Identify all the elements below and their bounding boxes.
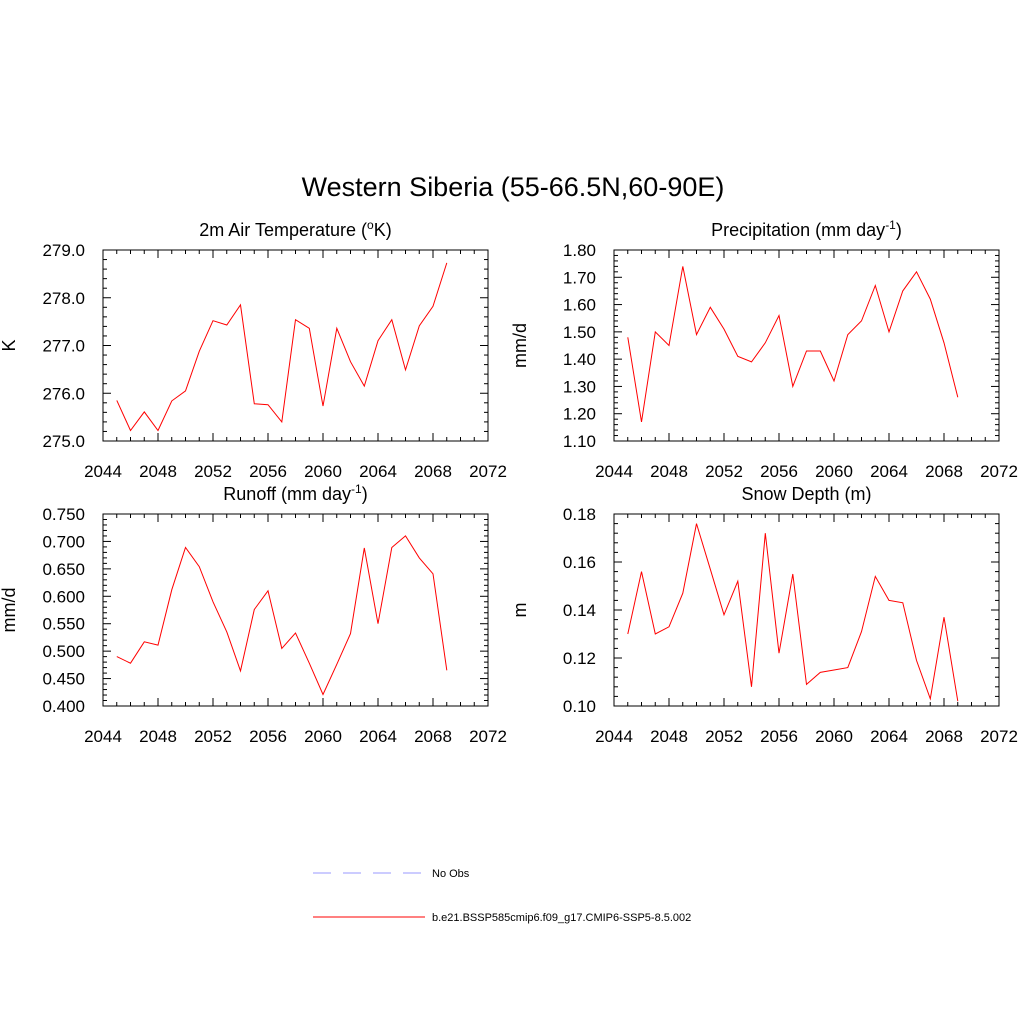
- x-tick-label: 2060: [304, 727, 342, 746]
- y-tick-label: 0.400: [42, 697, 85, 716]
- y-tick-label: 1.50: [563, 323, 596, 342]
- series-line-1: [627, 266, 959, 422]
- x-tick-label: 2068: [925, 462, 963, 481]
- x-tick-label: 2068: [414, 462, 452, 481]
- panel-4: Snow Depth (m) m 2044 2048 2052 2056 2060 2064 2…: [510, 484, 1018, 746]
- x-tick-label: 2044: [595, 727, 633, 746]
- x-tick-label: 2052: [705, 462, 743, 481]
- y-tick-label: 0.700: [42, 532, 85, 551]
- x-tick-label: 2052: [705, 727, 743, 746]
- y-tick-label: 0.14: [563, 601, 596, 620]
- panel-title-end: K): [374, 220, 392, 240]
- y-axis-label: mm/d: [510, 323, 530, 368]
- x-tick-label: 2056: [249, 727, 287, 746]
- y-tick-label: 0.750: [42, 505, 85, 524]
- x-tick-label: 2052: [194, 462, 232, 481]
- panel-title: 2m Air Temperature (oK): [199, 218, 391, 240]
- y-axis-label: K: [0, 339, 19, 351]
- legend-label: No Obs: [432, 868, 470, 880]
- y-tick-label: 277.0: [42, 337, 85, 356]
- series-line-1: [627, 523, 959, 702]
- y-tick-label: 275.0: [42, 432, 85, 451]
- figure-title: Western Siberia (55-66.5N,60-90E): [302, 172, 725, 202]
- panel-title-end: ): [362, 484, 368, 504]
- y-axis-label: m: [510, 603, 530, 618]
- panel-title: Precipitation (mm day-1): [711, 218, 902, 240]
- plot-frame: [613, 513, 1000, 707]
- y-tick-label: 0.10: [563, 697, 596, 716]
- y-tick-label: 0.16: [563, 553, 596, 572]
- panel-title-main: Snow Depth (m): [741, 484, 871, 504]
- panel-title-superscript: o: [367, 218, 374, 232]
- plot-frame: [102, 513, 489, 707]
- y-tick-label: 0.450: [42, 670, 85, 689]
- y-tick-label: 1.30: [563, 377, 596, 396]
- y-tick-label: 276.0: [42, 384, 85, 403]
- panel-title-main: Runoff (mm day: [223, 484, 351, 504]
- x-tick-label: 2068: [925, 727, 963, 746]
- x-tick-label: 2072: [469, 727, 507, 746]
- y-tick-label: 0.650: [42, 560, 85, 579]
- legend-entry-2: b.e21.BSSP585cmip6.f09_g17.CMIP6-SSP5-8.…: [313, 912, 691, 924]
- y-axis-label: mm/d: [0, 588, 19, 633]
- x-tick-label: 2044: [84, 727, 122, 746]
- y-tick-label: 1.40: [563, 350, 596, 369]
- x-tick-label: 2072: [980, 462, 1018, 481]
- panel-title-end: ): [896, 220, 902, 240]
- x-tick-label: 2064: [359, 462, 397, 481]
- x-tick-label: 2060: [304, 462, 342, 481]
- x-tick-label: 2060: [815, 462, 853, 481]
- x-tick-label: 2048: [139, 727, 177, 746]
- panel-1: 2m Air Temperature (oK) K 2044 2048 2052 2056…: [0, 218, 507, 481]
- y-tick-label: 1.20: [563, 405, 596, 424]
- x-tick-label: 2056: [760, 727, 798, 746]
- panel-title-superscript: -1: [885, 218, 896, 232]
- panel-title: Runoff (mm day-1): [223, 482, 367, 504]
- x-tick-label: 2044: [84, 462, 122, 481]
- x-tick-label: 2072: [469, 462, 507, 481]
- x-tick-label: 2072: [980, 727, 1018, 746]
- x-tick-label: 2056: [760, 462, 798, 481]
- x-tick-label: 2068: [414, 727, 452, 746]
- y-tick-label: 0.500: [42, 642, 85, 661]
- panels-group: 2m Air Temperature (oK) K 2044 2048 2052 2056…: [0, 218, 1018, 746]
- y-tick-label: 0.12: [563, 649, 596, 668]
- panel-title-superscript: -1: [351, 482, 362, 496]
- x-tick-label: 2056: [249, 462, 287, 481]
- panel-title-main: 2m Air Temperature (: [199, 220, 367, 240]
- x-tick-label: 2052: [194, 727, 232, 746]
- y-tick-label: 0.550: [42, 615, 85, 634]
- panel-2: Precipitation (mm day-1) mm/d 2044 2048 2052…: [510, 218, 1018, 481]
- y-tick-label: 0.18: [563, 505, 596, 524]
- series-line-1: [116, 535, 448, 696]
- y-tick-label: 0.600: [42, 587, 85, 606]
- x-tick-label: 2064: [359, 727, 397, 746]
- panel-title: Snow Depth (m): [741, 484, 871, 504]
- legend-entry-1: No Obs: [313, 868, 470, 880]
- plot-frame: [613, 249, 1000, 442]
- x-tick-label: 2048: [650, 727, 688, 746]
- y-tick-label: 1.70: [563, 268, 596, 287]
- y-tick-label: 278.0: [42, 289, 85, 308]
- panel-3: Runoff (mm day-1) mm/d 2044 2048 2052 2056 206…: [0, 482, 507, 746]
- legend-label: b.e21.BSSP585cmip6.f09_g17.CMIP6-SSP5-8.…: [432, 912, 691, 924]
- x-tick-label: 2048: [650, 462, 688, 481]
- plot-frame: [102, 249, 489, 442]
- x-tick-label: 2044: [595, 462, 633, 481]
- series-line-1: [116, 262, 448, 432]
- y-tick-label: 1.60: [563, 296, 596, 315]
- x-tick-label: 2060: [815, 727, 853, 746]
- x-tick-label: 2048: [139, 462, 177, 481]
- y-tick-label: 1.10: [563, 432, 596, 451]
- legend: No Obs b.e21.BSSP585cmip6.f09_g17.CMIP6-S…: [313, 868, 691, 924]
- x-tick-label: 2064: [870, 727, 908, 746]
- panel-title-main: Precipitation (mm day: [711, 220, 885, 240]
- y-tick-label: 279.0: [42, 241, 85, 260]
- y-tick-label: 1.80: [563, 241, 596, 260]
- x-tick-label: 2064: [870, 462, 908, 481]
